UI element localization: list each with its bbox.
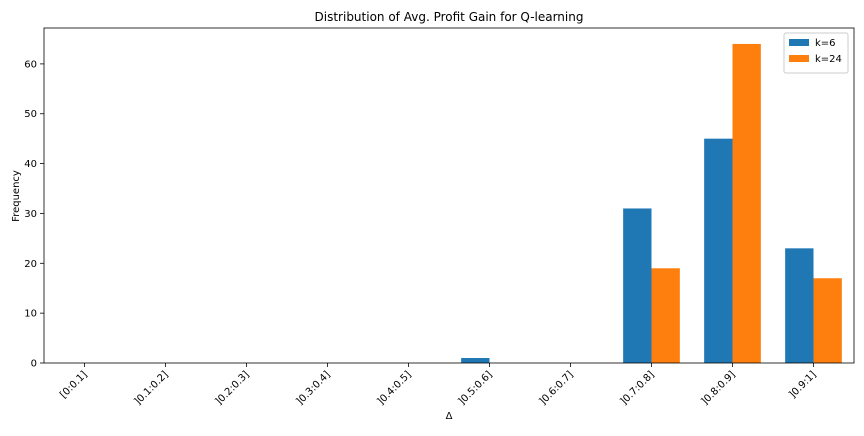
- bar-k=24-]0.9:1]: [813, 278, 842, 363]
- x-tick-label: ]0.3:0.4]: [294, 369, 332, 407]
- legend: k=6 k=24: [783, 32, 849, 74]
- bar-k=24-]0.8:0.9]: [732, 43, 761, 363]
- y-tick-label: 30: [24, 209, 37, 220]
- plot-frame: [43, 27, 855, 364]
- x-tick-label: ]0.7:0.8]: [618, 369, 656, 407]
- legend-label-k=24: k=24: [815, 54, 842, 65]
- bar-k=24-]0.7:0.8]: [651, 268, 680, 363]
- x-tick-label: ]0.5:0.6]: [456, 369, 494, 407]
- bar-k=6-]0.8:0.9]: [704, 138, 733, 363]
- x-tick-label: ]0.6:0.7]: [537, 369, 575, 407]
- y-tick-label: 10: [24, 309, 37, 320]
- legend-swatch-k=6: [789, 39, 809, 46]
- x-tick-label: [0:0.1]: [58, 369, 89, 400]
- chart-title: Distribution of Avg. Profit Gain for Q-l…: [315, 10, 584, 24]
- bar-k=6-]0.5:0.6]: [461, 358, 490, 363]
- legend-swatch-k=24: [789, 55, 809, 62]
- y-tick-label: 40: [24, 159, 37, 170]
- y-axis-label: Frequency: [11, 170, 22, 222]
- x-tick-label: ]0.9:1]: [787, 369, 818, 400]
- x-tick-label: ]0.8:0.9]: [699, 369, 737, 407]
- x-tick-label: ]0.4:0.5]: [375, 369, 413, 407]
- y-tick-label: 0: [31, 359, 37, 370]
- bar-k=6-]0.9:1]: [785, 248, 814, 363]
- x-tick-label: ]0.2:0.3]: [213, 369, 251, 407]
- y-tick-label: 50: [24, 109, 37, 120]
- plot-area: 0 10 20 30 40 50 60 [0:0.1] ]0.1:0.2] ]0.2:0.3] ]0…: [24, 27, 855, 408]
- y-tick-label: 20: [24, 259, 37, 270]
- x-tick-label: ]0.1:0.2]: [132, 369, 170, 407]
- x-axis-label: Δ: [446, 411, 453, 422]
- bar-k=6-]0.7:0.8]: [623, 208, 652, 363]
- y-tick-label: 60: [24, 59, 37, 70]
- legend-label-k=6: k=6: [815, 38, 836, 49]
